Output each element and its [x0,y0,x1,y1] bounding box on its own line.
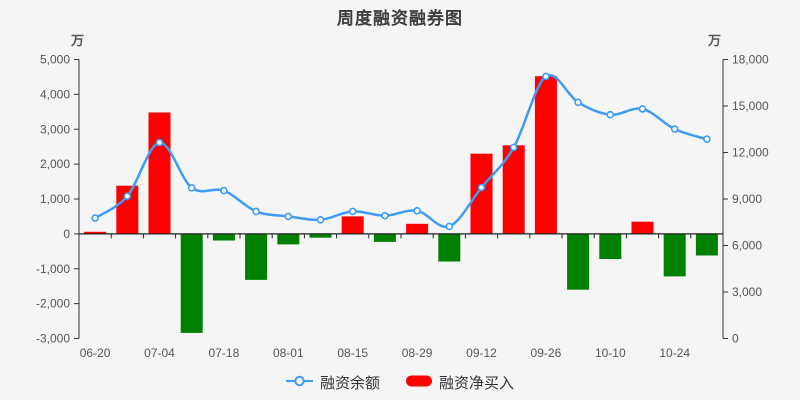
balance-line-point[interactable] [445,222,454,231]
x-axis-date-label: 08-29 [402,346,433,360]
left-axis-tick-label: -1,000 [36,262,70,276]
right-axis-unit-label: 万 [708,33,722,48]
x-axis-date-label: 07-18 [209,346,240,360]
net-buy-bar[interactable] [180,233,203,333]
balance-line-point[interactable] [703,135,711,143]
legend-item-balance[interactable]: 融资余额 [285,372,380,393]
balance-line-point[interactable] [574,98,582,107]
net-buy-bar[interactable] [406,223,429,234]
balance-line-point[interactable] [284,212,293,221]
left-axis-tick-label: 3,000 [40,122,70,136]
balance-line-point[interactable] [348,207,357,216]
left-axis-tick-label: -3,000 [36,332,70,346]
balance-line-point[interactable] [477,183,486,192]
legend-item-net-buy[interactable]: 融资净买入 [406,372,514,393]
net-buy-bar[interactable] [116,185,139,234]
balance-line-point[interactable] [509,143,518,152]
balance-line-point[interactable] [123,192,132,200]
net-buy-bar[interactable] [695,233,718,256]
net-buy-bar[interactable] [212,233,235,241]
balance-line-point[interactable] [220,186,228,195]
x-axis-date-label: 06-20 [80,346,111,360]
balance-line [93,73,709,229]
net-buy-bar[interactable] [148,112,171,234]
balance-line-point[interactable] [413,207,421,215]
balance-line-point[interactable] [187,184,196,192]
x-axis-date-label: 10-10 [595,346,626,360]
left-axis-tick-label: 0 [63,227,70,241]
balance-line-point[interactable] [606,110,615,119]
balance-line-point[interactable] [670,125,679,133]
balance-line-point[interactable] [91,214,99,222]
net-buy-bar[interactable] [502,145,525,234]
x-axis-date-label: 09-26 [531,346,562,360]
right-axis-tick-label: 6,000 [732,239,762,253]
line-series-icon [285,374,313,392]
left-axis-tick-label: 5,000 [40,53,70,67]
balance-line-point[interactable] [155,138,164,147]
net-buy-bar[interactable] [245,233,268,280]
left-axis-tick-label: 1,000 [40,192,70,206]
right-axis-tick-label: 0 [732,332,739,346]
net-buy-bar[interactable] [341,216,364,234]
left-axis-tick-label: -2,000 [36,297,70,311]
net-buy-bar[interactable] [631,221,654,234]
x-axis-date-label: 08-15 [337,346,368,360]
left-axis-unit-label: 万 [70,33,84,48]
net-buy-bar[interactable] [84,231,107,234]
left-axis-tick-label: 4,000 [40,87,70,101]
x-axis-date-label: 08-01 [273,346,304,360]
net-buy-bar[interactable] [599,233,622,259]
balance-line-point[interactable] [542,72,550,81]
chart-title: 周度融资融券图 [337,9,463,28]
right-axis-tick-label: 12,000 [732,146,769,160]
balance-line-point[interactable] [381,211,389,220]
left-axis-tick-label: 2,000 [40,157,70,171]
balance-line-point[interactable] [638,105,647,113]
net-buy-bar[interactable] [277,233,300,245]
x-axis-date-label: 09-12 [466,346,497,360]
right-axis-tick-label: 9,000 [732,192,762,206]
net-buy-bar[interactable] [373,233,396,242]
net-buy-bar[interactable] [534,76,557,234]
balance-line-point[interactable] [252,207,260,216]
x-axis-date-label: 10-24 [659,346,690,360]
legend-label-net-buy: 融资净买入 [439,375,515,392]
right-axis-tick-label: 3,000 [732,285,762,299]
net-buy-bar[interactable] [309,233,332,238]
right-axis-tick-label: 18,000 [732,53,769,67]
right-axis-tick-label: 15,000 [732,99,769,113]
net-buy-bar[interactable] [470,153,493,234]
balance-line-point[interactable] [316,216,325,224]
legend: 融资余额 融资净买入 [0,372,800,393]
net-buy-bar[interactable] [438,233,461,262]
x-axis-date-label: 07-04 [144,346,175,360]
legend-label-balance: 融资余额 [319,375,380,392]
net-buy-bar[interactable] [567,233,590,290]
net-buy-bar[interactable] [663,233,686,277]
bar-series-icon [406,374,432,392]
